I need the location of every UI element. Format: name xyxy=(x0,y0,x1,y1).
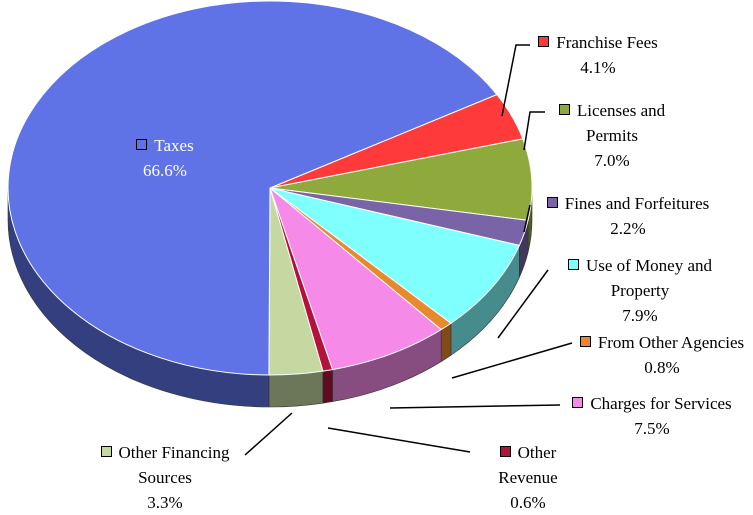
category-name: Other Revenue xyxy=(498,443,558,487)
leader-lines xyxy=(244,44,573,456)
category-name: Licenses and Permits xyxy=(576,101,666,145)
value-label: 2.2% xyxy=(610,219,646,238)
sides xyxy=(7,187,533,408)
data-label: Taxes 66.6% xyxy=(105,133,225,183)
category-name: Other Financing Sources xyxy=(118,443,230,487)
data-label: Other Revenue 0.6% xyxy=(473,440,583,515)
leader-line xyxy=(327,427,471,453)
legend-marker xyxy=(136,139,148,150)
tops xyxy=(7,0,533,376)
slice xyxy=(269,138,533,221)
value-label: 7.0% xyxy=(594,151,630,170)
legend-marker xyxy=(538,36,550,47)
slice xyxy=(269,187,521,324)
data-label: Charges for Services 7.5% xyxy=(557,391,747,441)
category-name: Use of Money and Property xyxy=(585,256,713,300)
category-name: Taxes xyxy=(154,136,194,155)
category-name: From Other Agencies xyxy=(597,333,745,352)
leader-line xyxy=(497,269,549,339)
leader-line xyxy=(523,204,531,233)
leader-line xyxy=(451,342,573,379)
leader-line xyxy=(523,111,545,151)
data-label: Franchise Fees 4.1% xyxy=(518,30,678,80)
value-label: 4.1% xyxy=(580,58,616,77)
slice-side xyxy=(268,370,324,408)
value-label: 0.6% xyxy=(510,493,546,512)
slice xyxy=(268,186,443,371)
data-label: Other Financing Sources 3.3% xyxy=(75,440,255,515)
category-name: Charges for Services xyxy=(590,394,732,413)
category-name: Franchise Fees xyxy=(556,33,658,52)
legend-marker xyxy=(572,397,584,408)
value-label: 66.6% xyxy=(143,161,187,180)
leader-line xyxy=(501,44,530,117)
value-label: 3.3% xyxy=(147,493,183,512)
legend-marker xyxy=(558,104,570,115)
legend-marker xyxy=(499,446,511,457)
data-label: Fines and Forfeitures 2.2% xyxy=(528,191,728,241)
legend-marker xyxy=(579,336,591,347)
legend-marker xyxy=(100,446,112,457)
data-label: Licenses and Permits 7.0% xyxy=(537,98,687,173)
value-label: 7.9% xyxy=(622,306,658,325)
category-name: Fines and Forfeitures xyxy=(564,194,710,213)
data-label: From Other Agencies 0.8% xyxy=(567,330,753,380)
slice-side xyxy=(322,369,333,404)
value-label: 7.5% xyxy=(634,419,670,438)
data-label: Use of Money and Property 7.9% xyxy=(555,253,725,328)
slice xyxy=(7,0,498,376)
value-label: 0.8% xyxy=(644,358,680,377)
legend-marker xyxy=(567,259,579,270)
leader-line xyxy=(389,404,561,409)
legend-marker xyxy=(546,197,558,208)
leader-line xyxy=(244,412,293,456)
